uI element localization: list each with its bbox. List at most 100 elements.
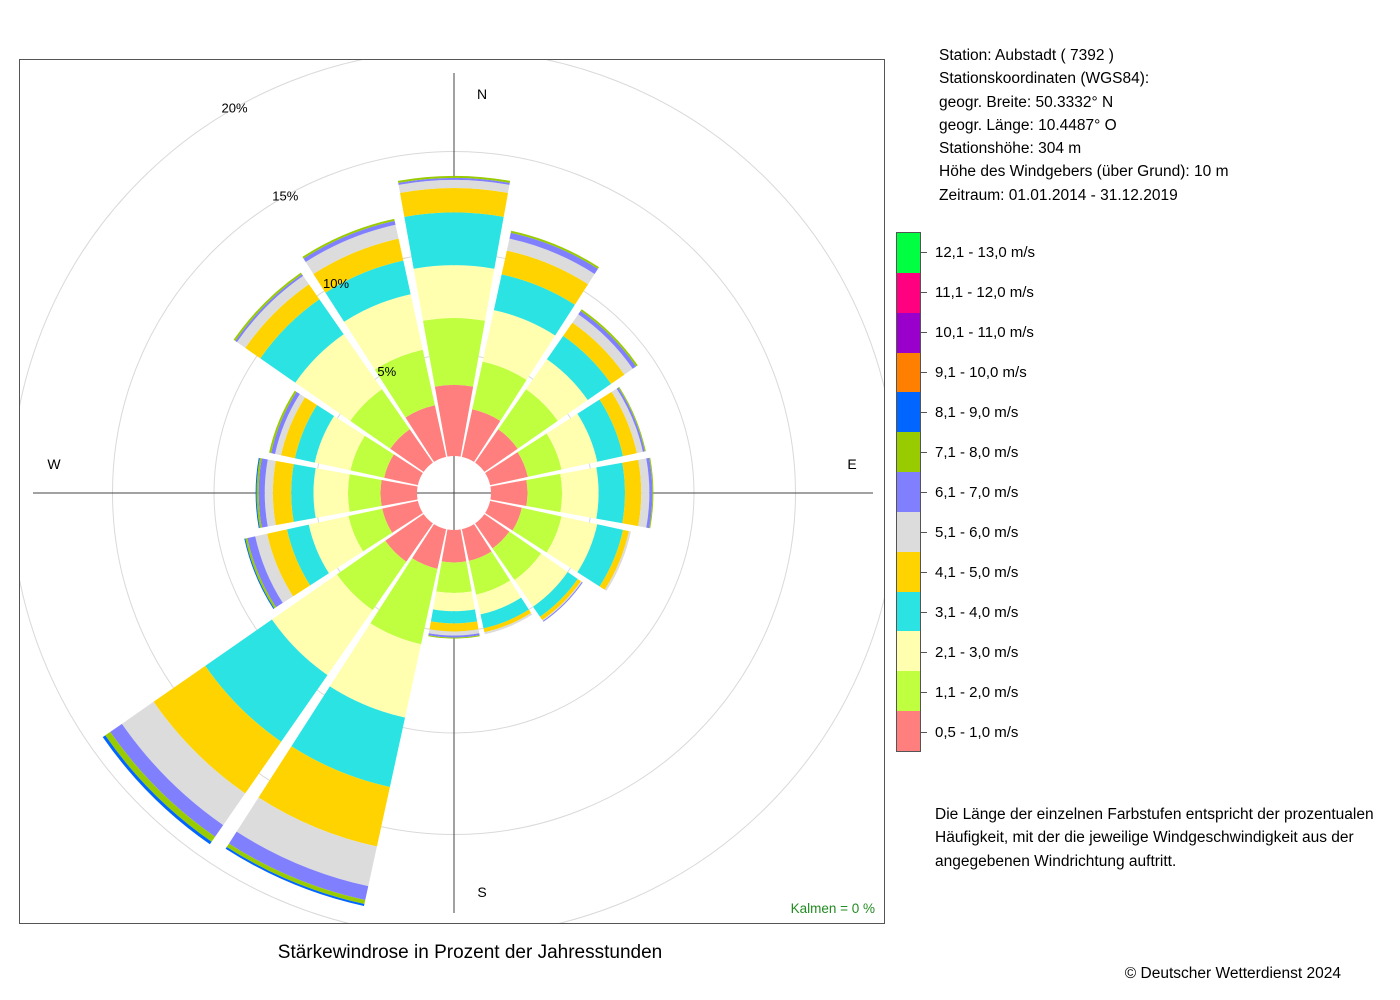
legend-swatch <box>897 312 920 353</box>
wind-rose-svg: 5% 10% 15% 20% N E S W Kalmen = 0 % <box>20 60 884 923</box>
legend-tick <box>920 371 927 373</box>
rose-segment-ssw-4 <box>291 686 406 787</box>
rose-segment-s-3 <box>433 591 475 612</box>
rose-segment-nw-4 <box>260 299 344 383</box>
legend-swatch <box>897 511 920 552</box>
rose-segment-n-1 <box>434 384 474 457</box>
rose-segment-s-2 <box>436 561 472 593</box>
rose-segment-nnw-7 <box>303 220 396 262</box>
rose-segment-n-2 <box>423 317 485 387</box>
calm-label: Kalmen = 0 % <box>791 901 875 916</box>
rose-segment-ne-6 <box>572 314 633 375</box>
rose-segment-se-1 <box>475 514 510 549</box>
legend-label: 7,1 - 8,0 m/s <box>935 443 1019 461</box>
legend-entry: 6,1 - 7,0 m/s <box>920 472 1080 512</box>
legend-entry: 12,1 - 13,0 m/s <box>920 232 1080 272</box>
legend-entry: 1,1 - 2,0 m/s <box>920 672 1080 712</box>
rose-segment-wsw-5 <box>267 529 311 597</box>
legend-label: 10,1 - 11,0 m/s <box>935 323 1034 341</box>
legend-tick <box>920 571 927 573</box>
rose-segment-se-2 <box>492 531 542 581</box>
legend-tick <box>920 411 927 413</box>
legend-label: 1,1 - 2,0 m/s <box>935 683 1019 701</box>
anemometer-height: Höhe des Windgebers (über Grund): 10 m <box>939 163 1229 181</box>
rose-segment-nnw-1 <box>405 405 447 462</box>
rose-segment-n-8 <box>397 175 511 183</box>
direction-label-w: W <box>47 456 61 472</box>
ring-label-5: 5% <box>377 364 396 379</box>
legend-swatch <box>897 591 920 632</box>
rose-segment-nne-5 <box>501 250 589 305</box>
rose-segment-n-5 <box>399 188 509 217</box>
rose-segment-sse-2 <box>468 551 511 595</box>
rose-segment-e-1 <box>490 479 528 507</box>
rose-segment-s-4 <box>430 609 478 624</box>
rose-segment-sw-8 <box>105 731 216 842</box>
rose-segment-nw-6 <box>236 275 309 348</box>
legend-swatch <box>897 432 920 473</box>
copyright-notice: © Deutscher Wetterdienst 2024 <box>1124 965 1341 982</box>
speed-legend-labels: 12,1 - 13,0 m/s 11,1 - 12,0 m/s 10,1 - 11,… <box>920 232 1080 752</box>
rose-segment-nnw-8 <box>302 218 395 259</box>
rose-segment-ne-4 <box>546 335 612 401</box>
rose-segment-nw-5 <box>245 284 320 359</box>
legend-swatch <box>897 352 920 393</box>
rose-segment-w-2 <box>347 474 382 512</box>
rose-segment-e-4 <box>596 462 625 524</box>
wind-rose-plot: 5% 10% 15% 20% N E S W Kalmen = 0 % <box>19 59 885 924</box>
rose-segment-ssw-2 <box>370 558 438 645</box>
rose-segment-ne-1 <box>475 429 518 472</box>
ring-label-10: 10% <box>323 276 349 291</box>
rose-segment-ese-1 <box>485 500 522 531</box>
rose-segment-ssw-5 <box>258 746 390 847</box>
rose-segment-nnw-6 <box>305 224 399 274</box>
ring-label-15: 15% <box>272 188 298 203</box>
legend-swatch <box>897 472 920 512</box>
station-elevation: Stationshöhe: 304 m <box>939 140 1082 158</box>
legend-entry: 8,1 - 9,0 m/s <box>920 392 1080 432</box>
legend-entry: 0,5 - 1,0 m/s <box>920 712 1080 752</box>
legend-tick <box>920 331 927 333</box>
rose-segment-ene-4 <box>577 399 624 462</box>
rose-segment-nnw-4 <box>325 260 411 322</box>
rose-segment-ssw-7 <box>228 831 369 901</box>
rose-segment-ne-3 <box>526 359 588 421</box>
rose-segment-se-3 <box>514 553 568 607</box>
rose-segment-nnw-5 <box>313 238 404 293</box>
rose-segment-ese-3 <box>546 516 598 573</box>
rose-segment-wsw-2 <box>348 508 393 552</box>
station-longitude: geogr. Länge: 10.4487° O <box>939 116 1117 134</box>
legend-entry: 4,1 - 5,0 m/s <box>920 552 1080 592</box>
rose-segment-sw-1 <box>385 514 433 562</box>
rose-segment-w-5 <box>272 460 294 526</box>
rose-segment-s-8 <box>428 635 480 639</box>
rose-segment-w-1 <box>380 479 418 507</box>
legend-entry: 3,1 - 4,0 m/s <box>920 592 1080 632</box>
rose-segment-sse-5 <box>483 609 532 633</box>
rose-segment-nne-8 <box>510 230 600 269</box>
legend-label: 6,1 - 7,0 m/s <box>935 483 1019 501</box>
rose-segment-sw-4 <box>205 619 328 742</box>
rose-segment-wnw-6 <box>275 394 305 456</box>
rose-segment-sw-5 <box>153 665 282 794</box>
rose-segment-ene-6 <box>611 388 643 454</box>
legend-entry: 2,1 - 3,0 m/s <box>920 632 1080 672</box>
rose-segment-nne-4 <box>493 274 575 336</box>
rose-segment-w-4 <box>291 464 316 522</box>
legend-swatch <box>897 631 920 672</box>
rose-segment-nnw-3 <box>344 294 423 370</box>
rose-segment-wnw-4 <box>294 405 335 463</box>
legend-swatch <box>897 551 920 592</box>
rose-segment-nw-3 <box>295 334 382 421</box>
rose-segment-nne-3 <box>482 310 556 380</box>
rose-segment-wnw-5 <box>280 397 317 459</box>
rose-segment-ne-2 <box>498 389 558 449</box>
legend-swatch <box>897 711 920 751</box>
legend-tick <box>920 451 927 453</box>
rose-segment-wnw-8 <box>269 390 297 454</box>
legend-swatch <box>897 233 920 273</box>
station-coordinates-heading: Stationskoordinaten (WGS84): <box>939 70 1150 88</box>
rose-segment-ene-7 <box>616 387 645 452</box>
rose-segment-ese-5 <box>599 529 629 590</box>
rose-segment-ene-3 <box>546 413 598 470</box>
